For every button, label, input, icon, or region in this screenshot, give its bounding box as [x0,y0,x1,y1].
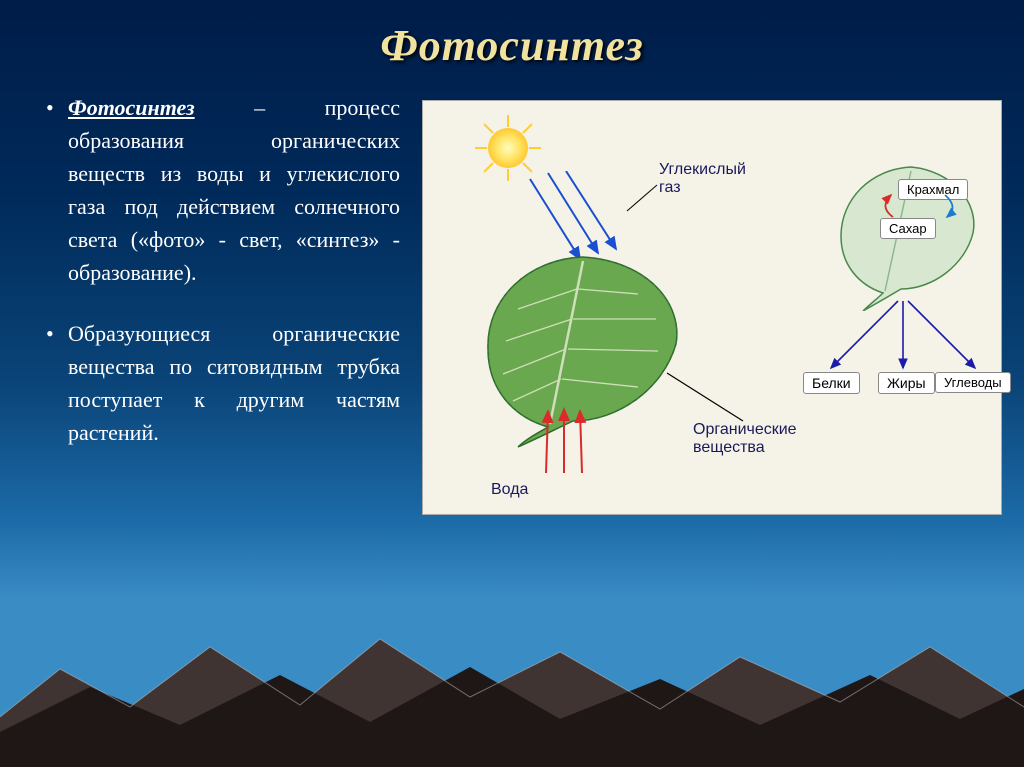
product-arrows [803,296,1003,381]
label-water: Вода [491,481,528,499]
box-carbs: Углеводы [935,372,1011,393]
bullet-1: Фотосинтез – процесс образования органич… [40,91,400,289]
bullet-2-text: Образующиеся органические вещества по си… [68,321,400,445]
co2-pointer [623,181,673,221]
text-column: Фотосинтез – процесс образования органич… [40,91,400,477]
mountains-bg [0,597,1024,767]
slide-title: Фотосинтез [40,20,984,71]
sugar-starch-cycle [873,189,963,229]
bullet-2: Образующиеся органические вещества по си… [40,317,400,449]
box-fats: Жиры [878,372,935,394]
slide: Фотосинтез Фотосинтез – процесс образова… [0,0,1024,767]
label-organics: Органические вещества [693,421,797,458]
box-proteins: Белки [803,372,860,394]
bullet-1-text: – процесс образования органических вещес… [68,95,400,285]
organics-pointer [663,369,753,429]
water-arrows [528,401,628,481]
term-photosynthesis: Фотосинтез [68,95,195,120]
diagram-panel: Крахмал Сахар Белки Жиры Углеводы [422,100,1002,515]
